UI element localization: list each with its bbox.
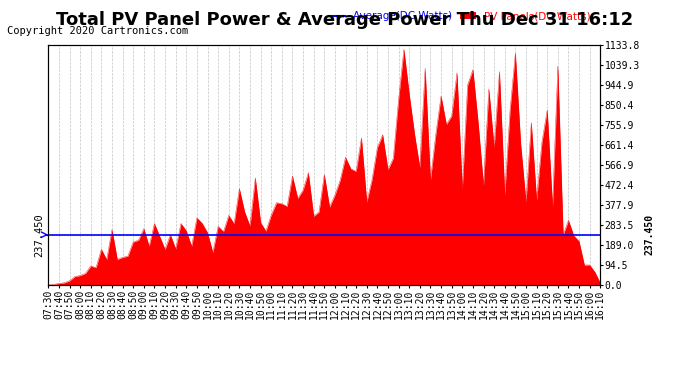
- Text: 237.450: 237.450: [644, 214, 655, 255]
- Text: Total PV Panel Power & Average Power Thu Dec 31 16:12: Total PV Panel Power & Average Power Thu…: [57, 11, 633, 29]
- Text: Copyright 2020 Cartronics.com: Copyright 2020 Cartronics.com: [7, 26, 188, 36]
- Legend: Average(DC Watts), PV Panels(DC Watts): Average(DC Watts), PV Panels(DC Watts): [325, 7, 595, 26]
